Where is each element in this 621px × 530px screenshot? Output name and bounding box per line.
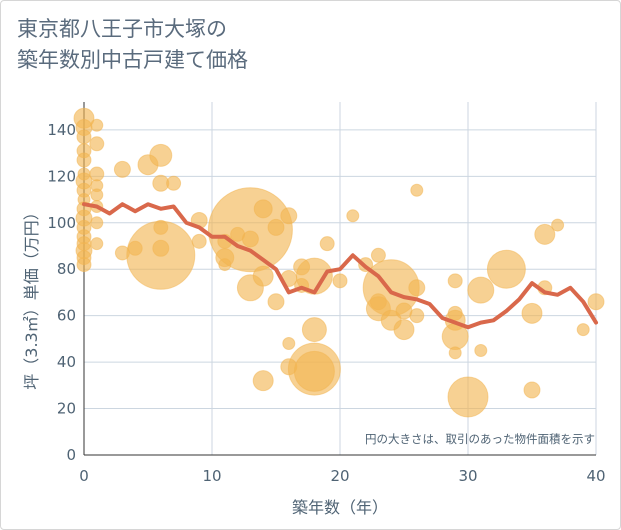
data-bubble [280,207,298,225]
data-bubble [267,293,285,311]
average-line-layer [82,202,598,330]
data-bubble [370,247,386,263]
data-bubble [447,273,463,289]
x-tick-label: 0 [79,467,89,485]
y-tick-label: 0 [66,446,76,464]
y-tick-label: 60 [57,307,76,325]
data-bubble [166,175,182,191]
size-note: 円の大きさは、取引のあった物件面積を示す [365,432,595,446]
data-bubble [393,319,415,341]
chart-title-line-1: 東京都八王子市大塚の [17,17,227,41]
data-bubble [409,308,425,324]
data-bubble [521,302,543,324]
data-bubble [467,276,495,304]
data-bubble [293,350,335,392]
data-bubble [523,381,541,399]
data-bubble [346,209,360,223]
data-bubble [126,220,196,290]
data-bubble [587,293,605,311]
data-bubble [76,129,92,145]
data-bubble [486,249,526,289]
y-tick-label: 120 [47,167,76,185]
data-bubble [534,223,556,245]
data-bubble [301,317,327,343]
x-tick-label: 30 [458,467,477,485]
data-bubble [448,346,462,360]
chart-title-line-2: 築年数別中古戸建て価格 [17,48,248,72]
data-bubble [253,199,273,219]
data-bubble [90,118,104,132]
x-tick-label: 10 [202,467,221,485]
data-bubble [149,143,173,167]
data-bubble [410,183,424,197]
x-tick-label: 20 [330,467,349,485]
data-bubble [76,257,92,273]
y-tick-label: 100 [47,214,76,232]
data-bubble [332,273,348,289]
y-tick-label: 40 [57,353,76,371]
data-bubble [252,265,274,287]
data-bubble [474,343,488,357]
data-bubble [408,279,426,297]
data-bubble [89,166,105,182]
y-axis-title: 坪（3.3㎡）単価（万円） [22,204,41,389]
data-bubble [90,237,104,251]
average-price-line [82,202,598,330]
chart-title: 東京都八王子市大塚の 築年数別中古戸建て価格 [17,14,248,76]
data-bubble [319,236,335,252]
data-bubble [76,152,92,168]
data-bubble [191,233,207,249]
data-bubble [90,188,104,202]
data-bubble [267,218,285,236]
x-tick-label: 40 [586,467,605,485]
y-tick-label: 20 [57,400,76,418]
y-tick-label: 140 [47,121,76,139]
x-axis-title: 築年数（年） [292,498,388,517]
data-bubble [113,160,131,178]
data-bubble [252,370,274,392]
data-bubble [89,136,105,152]
data-bubble [576,323,590,337]
data-bubble [551,218,565,232]
axis-ticks: 0 10 20 30 40 0 20 40 60 80 100 120 140 [47,121,605,485]
data-bubble [241,230,259,248]
data-bubble [90,216,104,230]
data-bubble [447,376,489,418]
data-bubble [282,337,296,351]
bubble-layer [73,107,605,418]
y-tick-label: 80 [57,260,76,278]
